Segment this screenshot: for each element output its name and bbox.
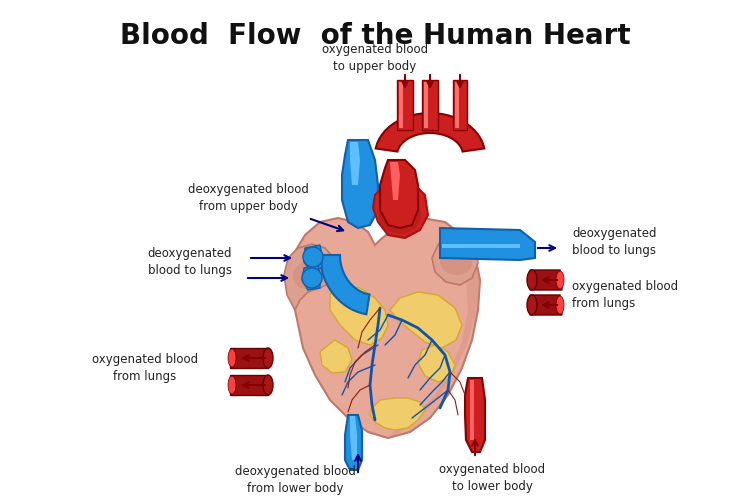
Ellipse shape (263, 348, 273, 368)
Polygon shape (320, 255, 370, 314)
Text: oxygenated blood
to upper body: oxygenated blood to upper body (322, 43, 428, 73)
Polygon shape (370, 398, 425, 430)
Polygon shape (424, 82, 428, 128)
Polygon shape (380, 160, 418, 228)
Polygon shape (302, 265, 320, 290)
Polygon shape (455, 82, 459, 128)
Polygon shape (320, 340, 352, 373)
Polygon shape (376, 113, 484, 152)
Ellipse shape (228, 349, 236, 367)
Circle shape (302, 268, 322, 288)
Polygon shape (330, 285, 388, 345)
Polygon shape (350, 142, 360, 185)
Ellipse shape (292, 261, 328, 289)
Polygon shape (399, 82, 403, 128)
Polygon shape (432, 228, 478, 285)
Polygon shape (304, 245, 322, 270)
Text: oxygenated blood
from lungs: oxygenated blood from lungs (572, 280, 678, 310)
Ellipse shape (527, 270, 537, 290)
Polygon shape (453, 80, 467, 130)
Polygon shape (390, 292, 462, 348)
Polygon shape (390, 162, 400, 200)
Polygon shape (290, 218, 480, 438)
Polygon shape (230, 375, 268, 395)
Text: deoxygenated blood
from upper body: deoxygenated blood from upper body (188, 183, 308, 213)
Polygon shape (345, 415, 362, 470)
Polygon shape (440, 228, 535, 260)
Text: oxygenated blood
from lungs: oxygenated blood from lungs (92, 353, 198, 383)
Polygon shape (470, 380, 474, 440)
Polygon shape (418, 345, 455, 382)
Ellipse shape (556, 271, 564, 289)
Ellipse shape (440, 249, 472, 275)
Polygon shape (530, 270, 562, 290)
Circle shape (303, 247, 323, 267)
Text: deoxygenated
blood to lungs: deoxygenated blood to lungs (148, 247, 232, 277)
Polygon shape (350, 416, 357, 460)
Polygon shape (284, 244, 337, 310)
Polygon shape (422, 80, 438, 130)
Ellipse shape (263, 375, 273, 395)
Ellipse shape (556, 296, 564, 314)
Text: Blood  Flow  of the Human Heart: Blood Flow of the Human Heart (120, 22, 630, 50)
Text: deoxygenated blood
from lower body: deoxygenated blood from lower body (235, 465, 356, 495)
Text: oxygenated blood
to lower body: oxygenated blood to lower body (439, 463, 545, 493)
Polygon shape (530, 295, 562, 315)
Ellipse shape (527, 295, 537, 315)
Polygon shape (397, 80, 413, 130)
Ellipse shape (379, 196, 421, 234)
Polygon shape (388, 228, 480, 438)
Text: deoxygenated
blood to lungs: deoxygenated blood to lungs (572, 227, 656, 257)
Polygon shape (442, 244, 520, 248)
Polygon shape (230, 348, 268, 368)
Polygon shape (342, 140, 378, 228)
Polygon shape (373, 182, 428, 238)
Ellipse shape (228, 376, 236, 394)
Polygon shape (465, 378, 485, 452)
